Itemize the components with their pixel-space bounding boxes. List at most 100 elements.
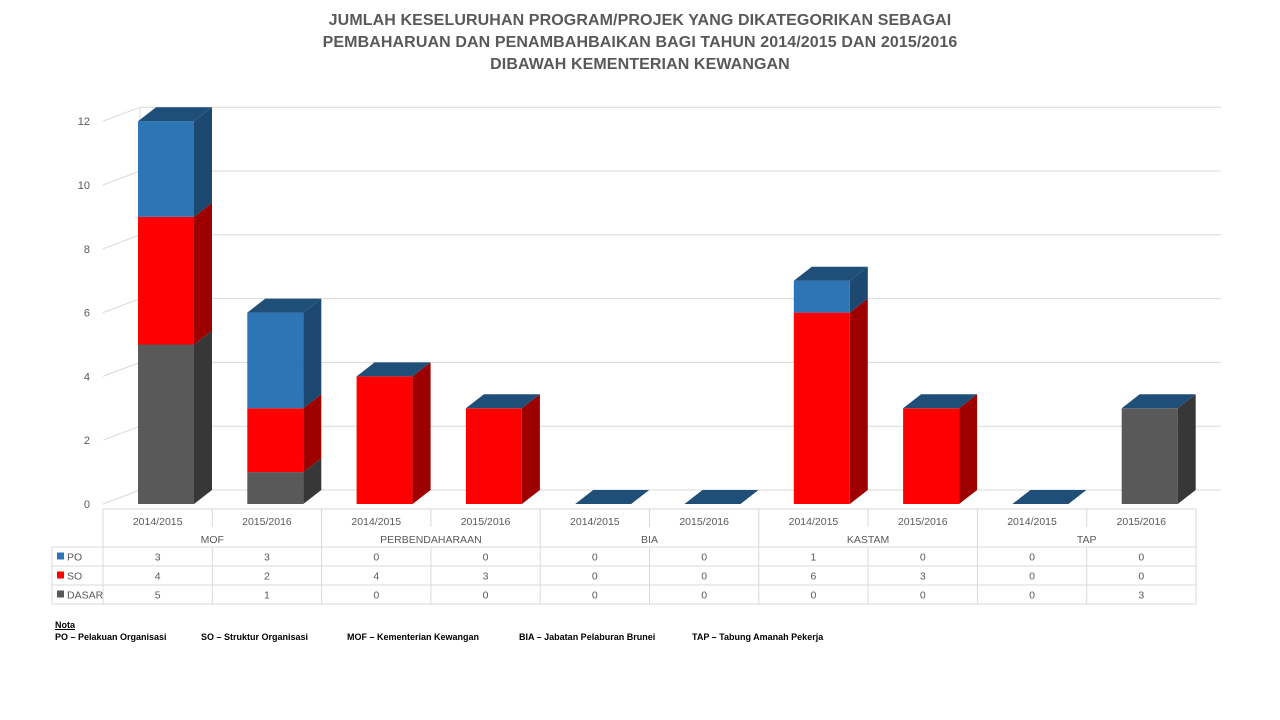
- y-tick-label: 2: [84, 435, 90, 447]
- bar-top-face: [793, 266, 868, 281]
- table-value-cell: 5: [155, 590, 161, 602]
- table-value-cell: 0: [483, 590, 489, 602]
- title-line-1: JUMLAH KESELURUHAN PROGRAM/PROJEK YANG D…: [328, 12, 952, 29]
- bar-stack-5: [575, 490, 650, 504]
- bar-side-so: [194, 202, 212, 345]
- table-value-cell: 0: [1029, 552, 1035, 564]
- bar-stack-3: [356, 362, 431, 504]
- table-value-cell: 1: [811, 552, 817, 564]
- table-value-cell: 0: [920, 552, 926, 564]
- bar-po: [793, 280, 850, 313]
- table-value-cell: 3: [1138, 590, 1144, 602]
- table-value-cell: 0: [1138, 571, 1144, 583]
- bar-side-so: [959, 394, 978, 504]
- bar-top-face: [465, 394, 540, 409]
- x-category-label: 2015/2016: [679, 516, 729, 528]
- bar-stack-7: [793, 266, 868, 504]
- bar-top-face: [247, 298, 322, 313]
- gridline-side: [102, 298, 141, 314]
- table-value-cell: 3: [920, 571, 926, 583]
- y-tick-label: 12: [78, 116, 90, 128]
- x-category-label: 2015/2016: [898, 516, 948, 528]
- note-mof: MOF – Kementerian Kewangan: [347, 632, 480, 642]
- bar-so: [465, 408, 522, 504]
- table-value-cell: 6: [811, 571, 817, 583]
- table-value-cell: 0: [701, 590, 707, 602]
- x-category-label: 2015/2016: [1117, 516, 1167, 528]
- bar-stack-1: [138, 107, 212, 504]
- gridline-side: [102, 489, 141, 505]
- bar-side-po: [303, 298, 322, 409]
- chart-title: JUMLAH KESELURUHAN PROGRAM/PROJEK YANG D…: [0, 10, 1280, 76]
- bar-side-so: [303, 394, 322, 473]
- bar-stack-2: [247, 298, 322, 504]
- x-group-label: TAP: [1077, 534, 1097, 546]
- y-tick-label: 4: [84, 371, 90, 383]
- table-value-cell: 4: [155, 571, 161, 583]
- x-category-label: 2014/2015: [133, 516, 183, 528]
- table-value-cell: 0: [701, 552, 707, 564]
- bar-dasar: [247, 472, 304, 504]
- y-tick-label: 8: [84, 244, 90, 256]
- bar-dasar: [138, 344, 194, 504]
- x-group-label: MOF: [201, 534, 224, 546]
- table-value-cell: 3: [483, 571, 489, 583]
- note-bia: BIA – Jabatan Pelaburan Brunei: [519, 632, 656, 642]
- bar-stack-9: [1012, 490, 1087, 504]
- table-value-cell: 3: [155, 552, 161, 564]
- bar-dasar: [1121, 408, 1178, 504]
- table-value-cell: 0: [701, 571, 707, 583]
- bar-so: [138, 216, 194, 345]
- x-category-label: 2015/2016: [242, 516, 292, 528]
- gridline-side: [102, 234, 141, 250]
- x-category-label: 2014/2015: [789, 516, 839, 528]
- gridline-side: [102, 106, 141, 122]
- bar-so: [903, 408, 960, 504]
- table-value-cell: 4: [373, 571, 379, 583]
- x-group-label: PERBENDAHARAAN: [380, 534, 482, 546]
- x-group-label: KASTAM: [847, 534, 889, 546]
- table-value-cell: 0: [373, 552, 379, 564]
- note-po: PO – Pelakuan Organisasi: [55, 632, 167, 642]
- legend-label-dasar: DASAR: [67, 590, 104, 602]
- bar-top-face: [1121, 394, 1196, 409]
- bar-side-so: [849, 298, 868, 504]
- table-value-cell: 0: [592, 590, 598, 602]
- bar-side-dasar: [303, 458, 322, 504]
- table-value-cell: 0: [1029, 571, 1035, 583]
- gridline-side: [102, 170, 141, 186]
- x-group-label: BIA: [641, 534, 658, 546]
- bar-top-face: [575, 490, 650, 504]
- legend-label-po: PO: [67, 552, 82, 564]
- bar-stack-4: [465, 394, 540, 504]
- bar-so: [793, 312, 850, 504]
- notes-heading: Nota: [55, 620, 75, 630]
- table-value-cell: 2: [264, 571, 270, 583]
- bar-side-po: [194, 107, 212, 217]
- notes-legend: Nota PO – Pelakuan Organisasi SO – Struk…: [55, 620, 823, 642]
- y-tick-label: 6: [84, 308, 90, 320]
- gridline-side: [102, 361, 141, 377]
- y-tick-label: 0: [84, 499, 90, 511]
- table-value-cell: 0: [1138, 552, 1144, 564]
- gridline-side: [102, 425, 141, 441]
- legend-key-dasar: [57, 590, 64, 598]
- table-value-cell: 1: [264, 590, 270, 602]
- legend-label-so: SO: [67, 571, 82, 583]
- bar-po: [138, 121, 194, 217]
- x-category-label: 2014/2015: [1007, 516, 1057, 528]
- note-tap: TAP – Tabung Amanah Pekerja: [692, 632, 824, 642]
- bar-top-face: [684, 490, 759, 504]
- bar-top-face: [1012, 490, 1087, 504]
- table-value-cell: 0: [483, 552, 489, 564]
- x-category-label: 2015/2016: [461, 516, 511, 528]
- data-table: 2014/2015 2015/2016 2014/2015 2015/2016 2014…: [51, 508, 1197, 605]
- legend-key-so: [57, 571, 64, 579]
- table-value-cell: 3: [264, 552, 270, 564]
- table-value-cell: 0: [920, 590, 926, 602]
- table-value-cell: 0: [592, 571, 598, 583]
- note-so: SO – Struktur Organisasi: [201, 632, 309, 642]
- legend-key-po: [57, 552, 64, 560]
- y-tick-label: 10: [78, 180, 90, 192]
- bar-stack-10: [1121, 394, 1196, 504]
